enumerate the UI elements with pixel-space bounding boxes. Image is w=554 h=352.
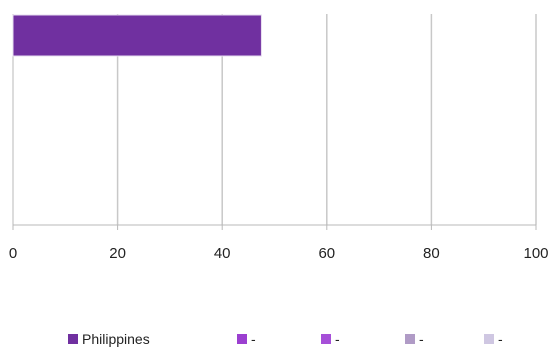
legend-label: - [498,331,503,347]
x-tick-label: 100 [523,245,548,262]
legend-item: Philippines [68,331,150,347]
x-tick-label: 0 [9,245,17,262]
legend-item: - [484,331,503,347]
bar [12,14,262,57]
x-axis-ticks: 0 20 40 60 80 100 [9,225,549,262]
bars [12,14,262,57]
x-tick-label: 80 [423,245,440,262]
x-tick-label: 20 [109,245,126,262]
legend-item: - [237,331,256,347]
x-tick-label: 60 [318,245,335,262]
legend: Philippines - - - - [68,331,503,347]
legend-label: Philippines [82,331,150,347]
legend-swatch [484,334,494,344]
legend-item: - [321,331,340,347]
legend-swatch [321,334,331,344]
legend-swatch [405,334,415,344]
legend-swatch [68,334,78,344]
legend-label: - [251,331,256,347]
legend-label: - [419,331,424,347]
legend-label: - [335,331,340,347]
x-tick-label: 40 [214,245,231,262]
legend-swatch [237,334,247,344]
legend-item: - [405,331,424,347]
